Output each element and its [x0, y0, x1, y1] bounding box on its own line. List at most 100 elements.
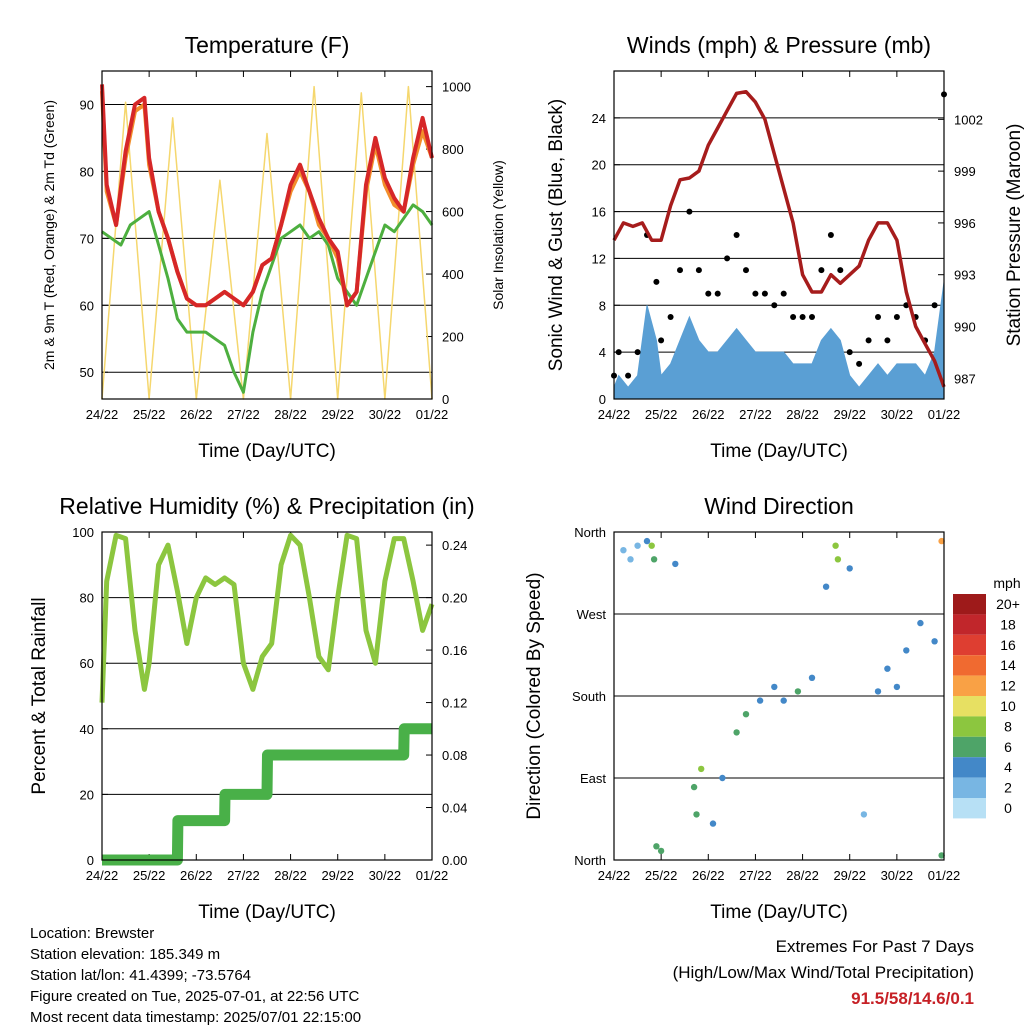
direction-point [884, 665, 891, 672]
gust-point [752, 290, 759, 297]
direction-point [733, 729, 740, 736]
gust-point [780, 290, 787, 297]
x-tick-label: 01/22 [928, 407, 961, 422]
gust-point [893, 314, 900, 320]
legend-swatch [953, 675, 986, 696]
direction-point [672, 560, 679, 568]
direction-panel: Wind Direction Time (Day/UTC) North East Sou… [524, 493, 1021, 923]
y-tick-label: East [580, 771, 606, 786]
legend-label: 0 [1004, 800, 1012, 816]
y2-tick-label: 600 [442, 205, 464, 220]
x-tick-label: 26/22 [180, 868, 213, 883]
legend-swatch [953, 655, 986, 676]
direction-point [653, 843, 660, 850]
y-tick-label: 80 [80, 591, 94, 606]
x-tick-label: 28/22 [274, 868, 307, 883]
station-location: Location: Brewster [30, 925, 155, 942]
direction-point [903, 647, 910, 654]
station-latlon: Station lat/lon: 41.4399; -73.5764 [30, 967, 252, 984]
x-tick-label: 29/22 [833, 407, 866, 422]
winds-ylabel: Sonic Wind & Gust (Blue, Black) [546, 99, 567, 371]
direction-point [719, 774, 726, 782]
y-tick-label: 60 [80, 656, 94, 671]
gust-point [667, 314, 674, 320]
x-tick-label: 26/22 [180, 407, 213, 422]
direction-point [822, 583, 830, 590]
x-tick-label: 28/22 [274, 407, 307, 422]
y2-tick-label: 993 [954, 268, 976, 283]
y-tick-label: 100 [72, 525, 94, 540]
legend-title: mph [993, 575, 1020, 591]
legend-swatch [953, 614, 986, 635]
plot-border [101, 70, 433, 400]
direction-point [834, 556, 842, 563]
direction-point [846, 565, 853, 572]
x-tick-label: 25/22 [645, 868, 678, 883]
gust-point [658, 337, 665, 344]
gust-point [695, 267, 702, 274]
y-tick-label: 40 [80, 722, 94, 737]
legend-label: 2 [1004, 780, 1012, 796]
gust-point [677, 267, 683, 274]
y2-tick-label: 996 [954, 216, 976, 231]
y2-tick-label: 0.16 [442, 643, 467, 658]
y-tick-label: 20 [80, 787, 94, 802]
legend-swatch [953, 798, 986, 819]
gust-point [856, 360, 863, 367]
y-tick-label: 70 [80, 231, 94, 246]
direction-point [650, 556, 658, 563]
gust-point [931, 302, 938, 309]
direction-ylabel: Direction (Colored By Speed) [524, 572, 545, 819]
direction-point [938, 537, 945, 545]
y-tick-label: 90 [80, 97, 94, 112]
legend-label: 16 [1000, 637, 1016, 653]
legend-swatch [953, 594, 986, 615]
y2-tick-label: 987 [954, 371, 976, 386]
y2-tick-label: 0.20 [442, 591, 467, 606]
humidity-title: Relative Humidity (%) & Precipitation (i… [59, 493, 474, 519]
gust-point [884, 337, 891, 344]
y2-tick-label: 999 [954, 164, 976, 179]
y-tick-label: 0 [599, 392, 606, 407]
y2-tick-label: 0.24 [442, 538, 467, 553]
y-tick-label: 60 [80, 298, 94, 313]
x-tick-label: 25/22 [645, 407, 678, 422]
plot-border [613, 531, 945, 861]
humidity-ylabel: Percent & Total Rainfall [29, 597, 50, 794]
y2-tick-label: 990 [954, 319, 976, 334]
direction-point [643, 537, 651, 545]
y-tick-label: West [577, 607, 607, 622]
x-tick-label: 27/22 [227, 868, 260, 883]
legend-label: 10 [1000, 698, 1016, 714]
y2-tick-label: 200 [442, 330, 464, 345]
y2-tick-label: 1002 [954, 112, 983, 127]
x-tick-label: 30/22 [881, 407, 914, 422]
y2-tick-label: 0 [442, 392, 449, 407]
pressure-series [612, 89, 946, 388]
direction-point [860, 811, 868, 818]
y-tick-label: 80 [80, 164, 94, 179]
plot-border [101, 531, 433, 861]
y-tick-label: 20 [592, 158, 606, 173]
x-tick-label: 24/22 [598, 868, 631, 883]
legend-label: 8 [1004, 718, 1012, 734]
x-tick-label: 29/22 [833, 868, 866, 883]
direction-point [794, 688, 802, 695]
x-tick-label: 28/22 [786, 868, 819, 883]
x-tick-label: 24/22 [86, 407, 119, 422]
y2-tick-label: 1000 [442, 80, 471, 95]
y2-tick-label: 0.08 [442, 748, 467, 763]
x-tick-label: 24/22 [598, 407, 631, 422]
temperature-ylabel: 2m & 9m T (Red, Orange) & 2m Td (Green) [41, 100, 57, 370]
gust-point [865, 337, 872, 344]
gust-point [625, 372, 632, 379]
winds-xlabel: Time (Day/UTC) [710, 441, 848, 462]
y2-tick-label: 0.00 [442, 853, 467, 868]
legend-label: 6 [1004, 739, 1012, 755]
x-tick-label: 24/22 [86, 868, 119, 883]
direction-point [620, 547, 627, 554]
humidity-xlabel: Time (Day/UTC) [198, 902, 336, 923]
temp-2m-series [100, 84, 434, 308]
direction-point [698, 765, 705, 773]
